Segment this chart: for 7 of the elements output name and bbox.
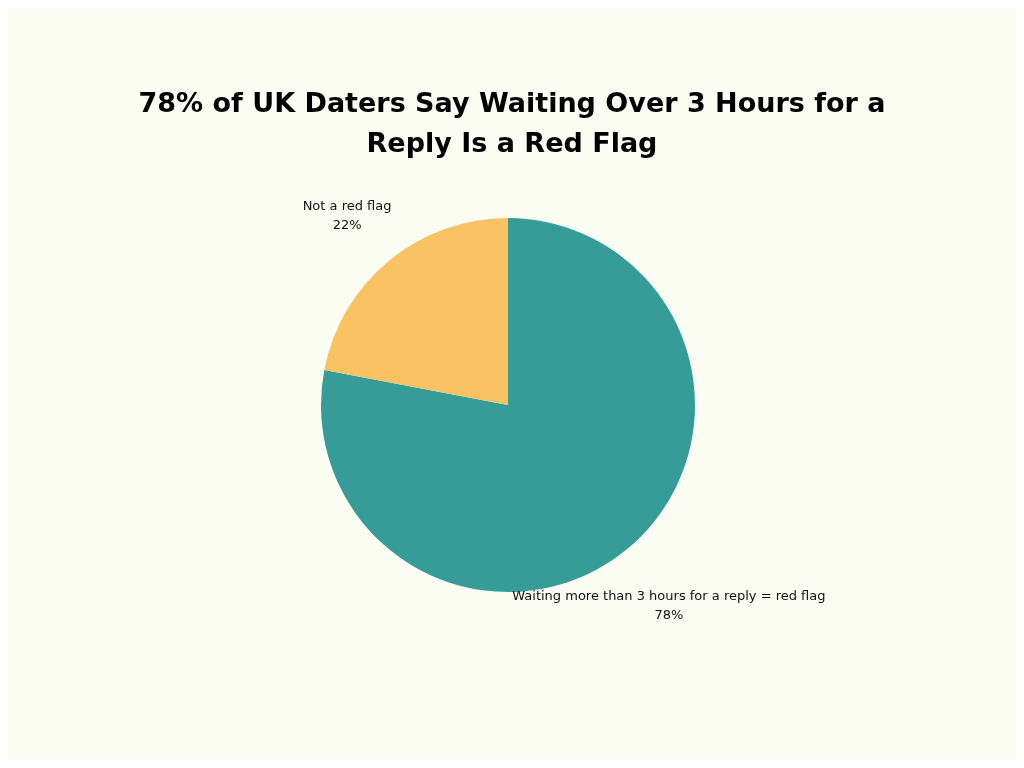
slice-label: Not a red flag	[302, 198, 392, 214]
pie-slice	[324, 218, 508, 405]
slice-label: Waiting more than 3 hours for a reply = red flag	[512, 587, 826, 603]
data-label: 22%	[332, 217, 362, 233]
pie-slice	[321, 218, 695, 592]
data-label: 78%	[654, 606, 684, 622]
chart-title: 78% of UK Daters Say Waiting Over 3 Hours for a Reply Is a Red Flag	[138, 87, 886, 158]
